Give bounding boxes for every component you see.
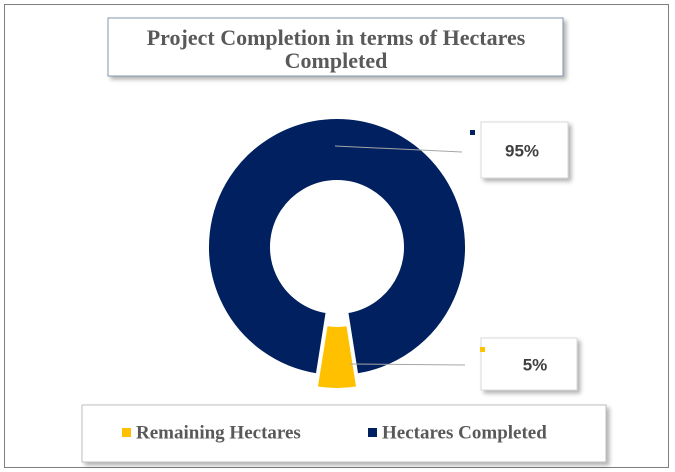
chart-title: Project Completion in terms of Hectares <box>147 25 526 50</box>
label-box <box>480 121 569 179</box>
slice <box>207 117 467 376</box>
leader-line <box>334 145 463 153</box>
chart-title: Completed <box>285 48 388 73</box>
label-key <box>470 130 475 135</box>
leader-line <box>349 363 466 366</box>
label-box <box>480 337 578 391</box>
data-labels: 5% 95% <box>334 121 578 391</box>
legend-box <box>81 404 607 463</box>
label-key <box>480 347 485 352</box>
donut <box>207 117 467 390</box>
data-label: 95% <box>505 141 539 160</box>
title-box <box>107 17 564 77</box>
legend-label: Remaining Hectares <box>136 422 301 443</box>
data-label: 5% <box>523 355 548 374</box>
legend: Remaining Hectares Hectares Completed <box>122 422 547 443</box>
legend-label: Hectares Completed <box>382 422 547 443</box>
legend-swatch <box>122 428 131 437</box>
legend-swatch <box>368 428 377 437</box>
slice <box>315 324 359 390</box>
